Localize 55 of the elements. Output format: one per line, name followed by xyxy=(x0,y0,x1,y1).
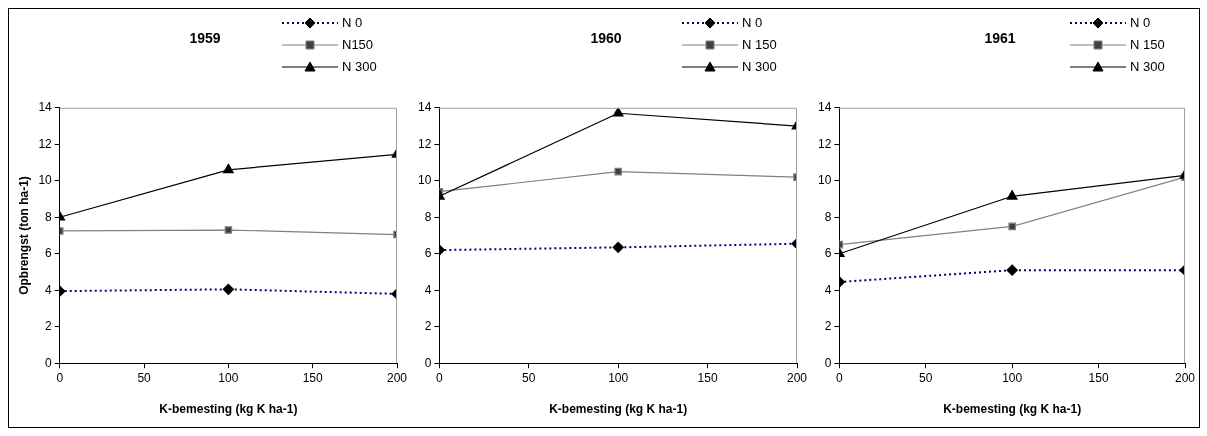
y-tick-label: 14 xyxy=(38,100,53,115)
y-tick-label: 8 xyxy=(45,209,53,224)
legend-label: N 300 xyxy=(1130,58,1165,74)
x-tick-label: 50 xyxy=(137,370,152,385)
y-axis-title: Opbrengst (ton ha-1) xyxy=(16,176,31,295)
x-tick-label: 100 xyxy=(218,370,239,385)
chart-title: 1961 xyxy=(984,30,1016,47)
x-tick-label: 150 xyxy=(1088,370,1109,385)
y-tick-label: 6 xyxy=(424,246,432,261)
y-tick-label: 6 xyxy=(824,246,832,261)
x-tick-label: 0 xyxy=(56,370,64,385)
legend-label: N150 xyxy=(342,36,374,52)
y-tick-label: 10 xyxy=(417,173,432,188)
x-tick-label: 200 xyxy=(1174,370,1196,385)
x-tick-label: 200 xyxy=(786,370,808,385)
x-tick-label: 0 xyxy=(836,370,843,385)
legend-label: N 150 xyxy=(742,36,777,52)
y-tick-label: 2 xyxy=(45,319,53,334)
x-axis-title: K-bemesting (kg K ha-1) xyxy=(159,402,298,417)
y-tick-label: 6 xyxy=(45,246,53,261)
y-tick-label: 14 xyxy=(417,100,432,115)
chart-title: 1959 xyxy=(189,30,221,47)
y-tick-label: 0 xyxy=(45,355,53,370)
y-tick-label: 4 xyxy=(424,282,432,297)
legend-label: N 0 xyxy=(342,14,363,30)
y-tick-label: 0 xyxy=(424,355,432,370)
y-tick-label: 10 xyxy=(38,173,53,188)
y-tick-label: 2 xyxy=(824,319,832,334)
y-tick-label: 10 xyxy=(817,173,832,188)
x-tick-label: 200 xyxy=(386,370,408,385)
x-tick-label: 50 xyxy=(919,370,933,385)
x-tick-label: 150 xyxy=(302,370,324,385)
legend-label: N 150 xyxy=(1130,36,1165,52)
x-axis-title: K-bemesting (kg K ha-1) xyxy=(549,402,688,417)
y-tick-label: 8 xyxy=(424,209,432,224)
x-tick-label: 150 xyxy=(697,370,718,385)
legend-label: N 300 xyxy=(742,58,777,74)
legend-label: N 0 xyxy=(742,14,763,30)
y-tick-label: 12 xyxy=(417,136,432,151)
legend-label: N 300 xyxy=(342,58,377,74)
chart-title: 1960 xyxy=(590,30,622,47)
x-tick-label: 0 xyxy=(436,370,443,385)
x-axis-title: K-bemesting (kg K ha-1) xyxy=(943,402,1082,417)
y-tick-label: 14 xyxy=(817,100,832,115)
x-tick-label: 100 xyxy=(608,370,629,385)
y-tick-label: 4 xyxy=(824,282,832,297)
y-tick-label: 8 xyxy=(824,209,832,224)
y-tick-label: 2 xyxy=(424,319,432,334)
legend-label: N 0 xyxy=(1130,14,1151,30)
y-tick-label: 12 xyxy=(817,136,832,151)
y-tick-label: 4 xyxy=(45,282,53,297)
x-tick-label: 100 xyxy=(1002,370,1023,385)
y-tick-label: 0 xyxy=(824,355,832,370)
y-tick-label: 12 xyxy=(38,136,53,151)
x-tick-label: 50 xyxy=(522,370,536,385)
